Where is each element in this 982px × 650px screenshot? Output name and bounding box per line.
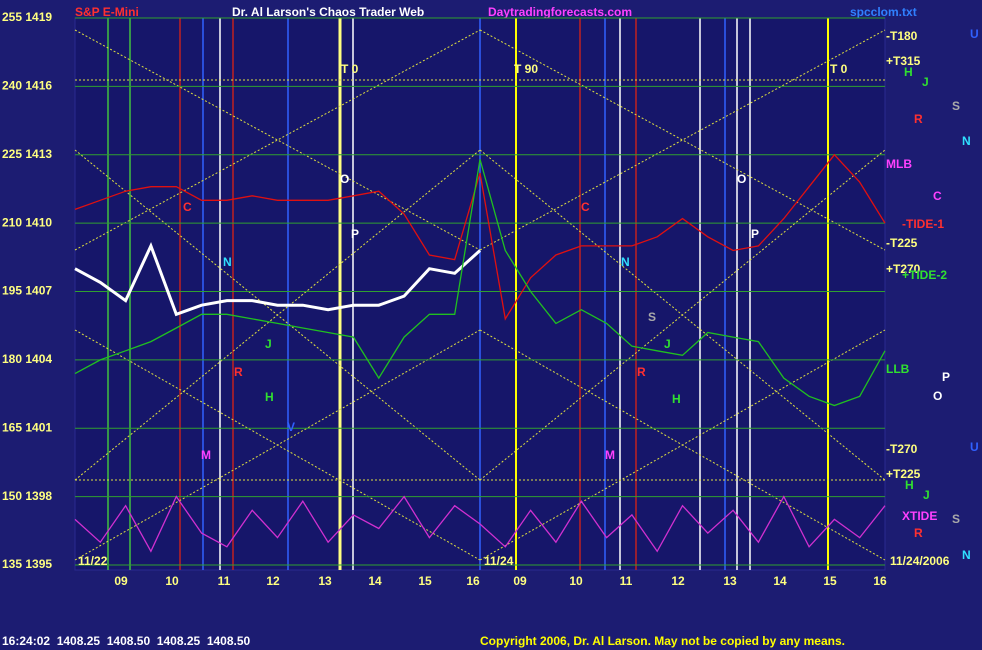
x-tick-label: 16: [466, 574, 480, 588]
site: Daytradingforecasts.com: [488, 5, 632, 19]
annotation: C: [581, 200, 590, 214]
date-label: 11/24: [484, 554, 514, 568]
x-tick-label: 13: [318, 574, 332, 588]
annotation: T 90: [514, 62, 538, 76]
annotation: LLB: [886, 362, 910, 376]
annotation: C: [933, 189, 942, 203]
status: 16:24:02 1408.25 1408.50 1408.25 1408.50: [2, 634, 251, 648]
annotation: O: [340, 172, 349, 186]
y-tick-label: 195 1407: [2, 284, 52, 298]
annotation: U: [970, 440, 979, 454]
annotation: H: [905, 478, 914, 492]
annotation: T 0: [341, 62, 359, 76]
x-tick-label: 10: [165, 574, 179, 588]
annotation: M: [605, 448, 615, 462]
annotation: R: [914, 112, 923, 126]
series-line: [74, 241, 482, 317]
x-tick-label: 12: [266, 574, 280, 588]
date-label: 11/22: [78, 554, 108, 568]
annotation: N: [223, 255, 232, 269]
annotation: H: [265, 390, 274, 404]
copyright: Copyright 2006, Dr. Al Larson. May not b…: [480, 634, 845, 648]
x-tick-label: 15: [418, 574, 432, 588]
annotation: -T225: [886, 236, 918, 250]
x-tick-label: 11: [620, 574, 633, 588]
annotation: -T180: [886, 29, 918, 43]
y-tick-label: 225 1413: [2, 147, 52, 161]
annotation: P: [942, 370, 950, 384]
annotation: R: [914, 526, 923, 540]
annotation: +T225: [886, 467, 921, 481]
y-tick-label: 255 1419: [2, 10, 52, 24]
annotation: S: [952, 512, 960, 526]
annotation: +T315: [886, 54, 921, 68]
x-tick-label: 16: [873, 574, 887, 588]
gann-lines: [74, 29, 886, 561]
y-tick-label: 240 1416: [2, 79, 52, 93]
x-tick-label: 13: [723, 574, 737, 588]
chart-title: Dr. Al Larson's Chaos Trader Web: [232, 5, 424, 19]
y-tick-label: 165 1401: [2, 420, 52, 434]
x-tick-label: 15: [823, 574, 837, 588]
x-tick-label: 14: [773, 574, 787, 588]
annotation: J: [923, 488, 930, 502]
annotation: S: [648, 310, 656, 324]
annotation: N: [962, 134, 971, 148]
annotation: XTIDE: [902, 509, 937, 523]
annotation: R: [637, 365, 646, 379]
series-line: [74, 159, 886, 407]
y-tick-label: 150 1398: [2, 489, 52, 503]
annotation: N: [621, 255, 630, 269]
annotation: U: [970, 27, 979, 41]
annotation: J: [664, 337, 671, 351]
x-tick-label: 10: [569, 574, 583, 588]
annotation: O: [933, 389, 942, 403]
x-tick-label: 14: [368, 574, 382, 588]
y-tick-label: 180 1404: [2, 352, 52, 366]
annotation: R: [234, 365, 243, 379]
x-tick-label: 09: [114, 574, 128, 588]
annotation: J: [922, 75, 929, 89]
series-line: [74, 153, 886, 321]
annotation: N: [962, 548, 971, 562]
annotation: M: [201, 448, 211, 462]
symbol: S&P E-Mini: [75, 5, 139, 19]
annotation: J: [265, 337, 272, 351]
annotation: T 0: [830, 62, 848, 76]
x-tick-label: 11: [218, 574, 231, 588]
x-tick-label: 09: [513, 574, 527, 588]
y-tick-label: 210 1410: [2, 215, 52, 229]
annotation: P: [351, 227, 359, 241]
annotation: S: [952, 99, 960, 113]
annotation: V: [287, 420, 295, 434]
date-label: 11/24/2006: [890, 554, 950, 568]
annotation: P: [751, 227, 759, 241]
y-tick-label: 135 1395: [2, 557, 52, 571]
x-tick-label: 12: [671, 574, 685, 588]
annotation: H: [672, 392, 681, 406]
annotation: +TIDE-2: [902, 268, 947, 282]
annotation: -T270: [886, 442, 918, 456]
annotation: H: [904, 65, 913, 79]
annotation: -TIDE-1: [902, 217, 944, 231]
annotation: O: [737, 172, 746, 186]
annotation: MLB: [886, 157, 912, 171]
annotation: +T270: [886, 262, 921, 276]
series-line: [74, 495, 886, 553]
file-name: spcclom.txt: [850, 5, 917, 19]
annotation: C: [183, 200, 192, 214]
